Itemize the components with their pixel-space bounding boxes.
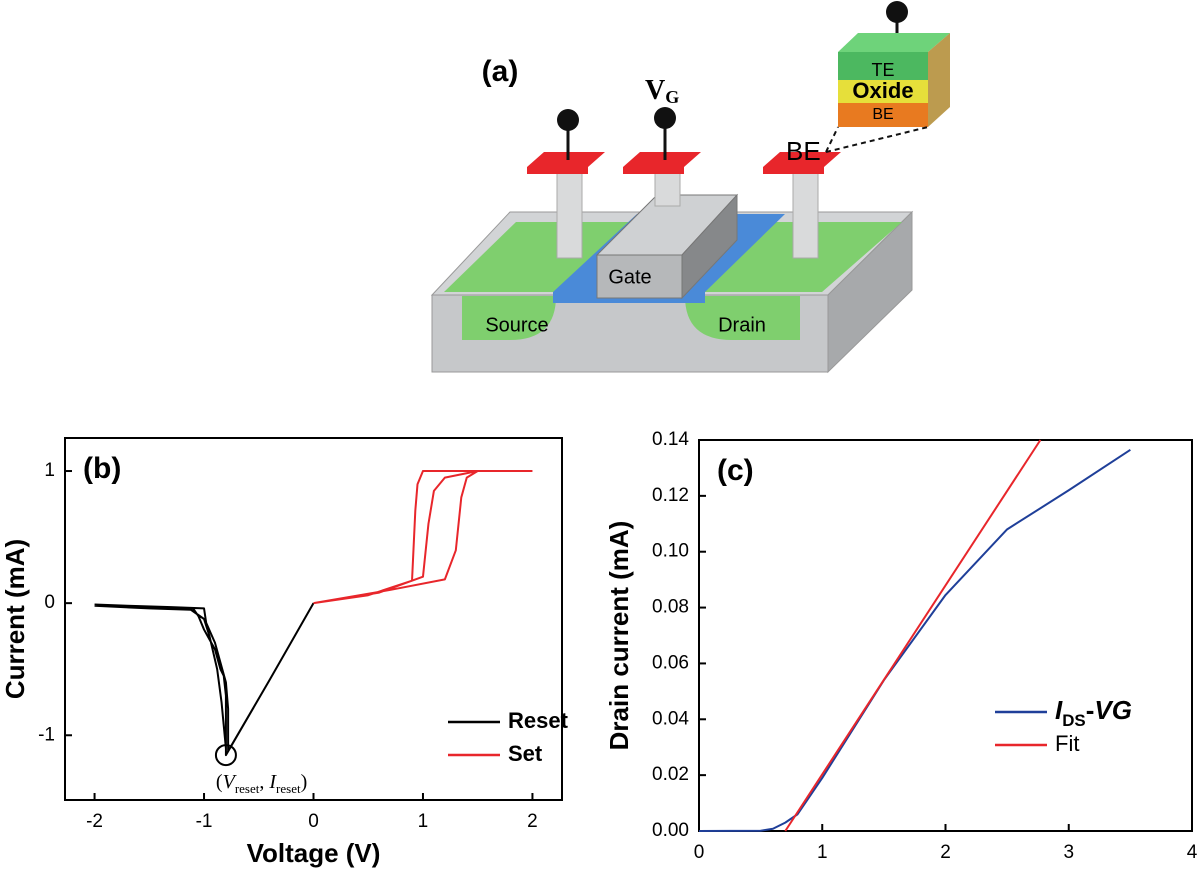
annotation-marker: [214, 744, 237, 767]
legend-label: Fit: [1055, 731, 1079, 756]
legend-label-part: V: [1094, 695, 1114, 725]
legend-label-part: I: [1055, 695, 1063, 725]
x-tick-label: 2: [527, 811, 538, 832]
gate-front: [596, 254, 683, 299]
y-tick-label: 0.00: [652, 820, 689, 841]
legend-label-part: G: [1112, 695, 1132, 725]
y-tick-label: 0.12: [652, 485, 689, 506]
source-label: Source: [485, 314, 548, 336]
data-line: [784, 439, 1042, 832]
pin-head: [557, 109, 579, 131]
panel-label: (b): [83, 452, 121, 485]
drain-label: Drain: [718, 314, 766, 336]
x-tick-label: 1: [817, 842, 828, 863]
x-tick-label: 3: [1063, 842, 1074, 863]
x-tick-label: 0: [308, 811, 319, 832]
stack-top: [838, 33, 950, 52]
source-top: [444, 222, 650, 292]
data-line: [698, 448, 1131, 832]
data-line: [313, 470, 533, 605]
gate-label: Gate: [608, 266, 651, 288]
stack-be: [838, 103, 928, 127]
annotation: (Vreset, Ireset): [216, 771, 307, 797]
gate-voltage-label: VG: [645, 75, 679, 107]
y-tick-label: 0.02: [652, 764, 689, 785]
x-tick-label: 1: [418, 811, 429, 832]
subscript: G: [665, 87, 679, 107]
plot-frame: [64, 437, 563, 801]
pad: [623, 152, 701, 174]
symbol: V: [645, 75, 665, 106]
legend-label: Set: [508, 741, 543, 766]
source-region: [462, 296, 556, 340]
device-diagram: (a) VG TE Oxide BE BE Gate Source Drain: [430, 1, 950, 374]
dash-line: [825, 126, 929, 153]
annotation-part: reset: [276, 782, 301, 797]
panel-label: (c): [717, 454, 754, 487]
stack-label: BE: [872, 106, 893, 123]
annotation-part: (: [216, 771, 223, 793]
annotation-part: V: [223, 771, 238, 793]
x-tick-label: -2: [86, 811, 103, 832]
x-tick-label: 2: [940, 842, 951, 863]
pad: [763, 152, 841, 174]
legend-label: Reset: [508, 708, 569, 733]
y-tick-label: 0.08: [652, 597, 689, 618]
y-tick-label: 1: [44, 460, 55, 481]
plot-frame: [698, 439, 1193, 832]
y-tick-label: 0.04: [652, 708, 689, 729]
annotation-part: I: [268, 771, 277, 793]
x-axis-label: Voltage (V): [247, 838, 381, 868]
y-tick-label: 0.10: [652, 541, 689, 562]
x-tick-label: 0: [694, 842, 705, 863]
annotation-part: reset: [235, 782, 260, 797]
drain-region: [685, 296, 800, 340]
substrate-side: [827, 210, 913, 374]
pillar: [556, 165, 583, 259]
y-tick-label: -1: [38, 724, 55, 745]
y-tick-label: 0: [44, 592, 55, 613]
stack-label: TE: [871, 60, 894, 80]
pin-head: [886, 1, 908, 23]
data-line: [94, 602, 315, 757]
y-tick-label: 0.14: [652, 429, 689, 450]
legend-label-part: DS: [1062, 711, 1085, 730]
annotation-part: ): [301, 771, 308, 793]
stack-label: Oxide: [852, 78, 913, 103]
legend-label-part: -: [1086, 695, 1095, 725]
dash-line: [825, 126, 839, 153]
legend-label: IDS-VG: [1055, 695, 1132, 730]
stack-te: [838, 52, 928, 80]
x-axis-label: Gate voltage (V): [847, 869, 1045, 873]
electrode-label: BE: [786, 136, 821, 166]
pin-head: [654, 107, 676, 129]
pillar: [792, 165, 819, 259]
panel-label: (a): [482, 55, 519, 88]
stack-oxide: [838, 80, 928, 103]
annotation-part: ,: [259, 771, 269, 793]
x-tick-label: 4: [1187, 842, 1198, 863]
y-tick-label: 0.06: [652, 652, 689, 673]
gate-side: [681, 193, 738, 300]
y-axis-label: Drain current (mA): [604, 521, 634, 751]
x-tick-label: -1: [196, 811, 213, 832]
y-axis-label: Current (mA): [0, 539, 30, 699]
stack-side: [928, 33, 950, 127]
pad: [527, 152, 605, 174]
